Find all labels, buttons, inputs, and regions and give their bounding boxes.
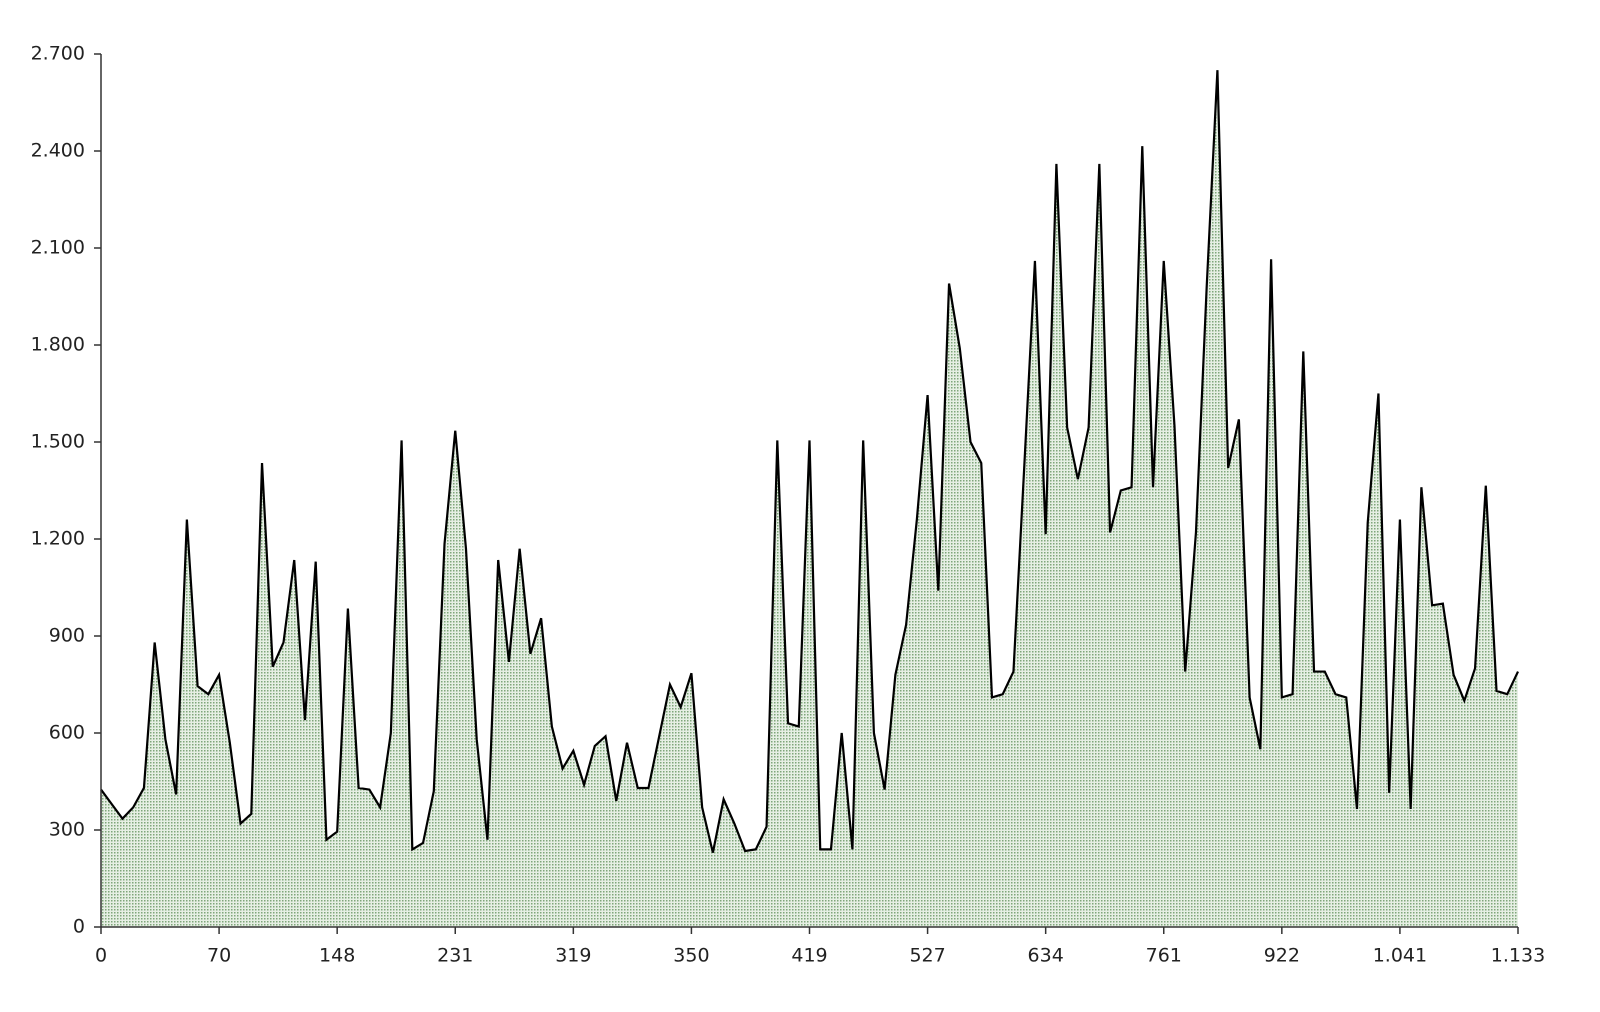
y-tick-label: 1.800	[31, 334, 85, 356]
area-fill	[101, 70, 1518, 928]
y-tick-label: 2.700	[31, 43, 85, 65]
y-tick-label: 0	[73, 916, 85, 938]
x-tick-label: 350	[673, 945, 709, 967]
x-tick-label: 527	[909, 945, 945, 967]
x-tick-label: 148	[319, 945, 355, 967]
y-tick-label: 2.400	[31, 140, 85, 162]
y-tick-label: 1.500	[31, 431, 85, 453]
y-tick-label: 2.100	[31, 237, 85, 259]
x-tick-label: 419	[791, 945, 827, 967]
y-tick-label: 300	[49, 819, 85, 841]
x-tick-label: 634	[1028, 945, 1064, 967]
x-tick-label: 0	[95, 945, 107, 967]
x-tick-label: 1.041	[1373, 945, 1427, 967]
y-tick-label: 600	[49, 722, 85, 744]
y-tick-label: 900	[49, 625, 85, 647]
x-tick-label: 761	[1146, 945, 1182, 967]
area-line	[100, 70, 1519, 853]
x-tick-label: 231	[437, 945, 473, 967]
x-tick-label: 922	[1264, 945, 1300, 967]
x-tick-label: 70	[207, 945, 231, 967]
x-tick-label: 319	[555, 945, 591, 967]
x-tick-label: 1.133	[1491, 945, 1545, 967]
y-tick-label: 1.200	[31, 528, 85, 550]
